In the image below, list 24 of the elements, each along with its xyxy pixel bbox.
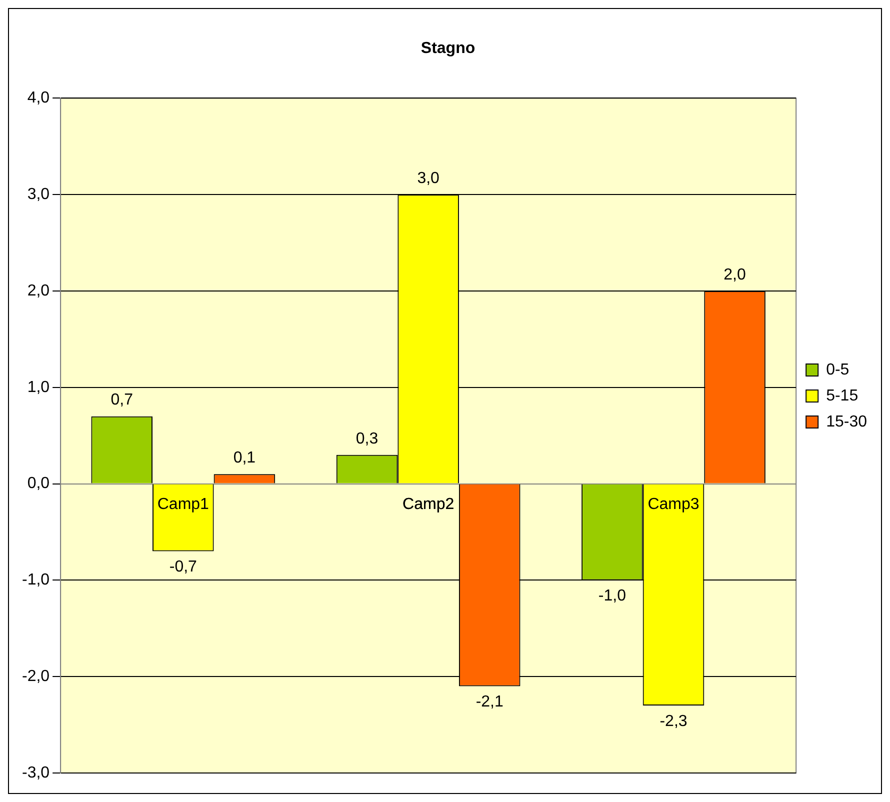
data-label: -2,3 xyxy=(660,712,688,730)
data-label: 0,1 xyxy=(233,450,256,467)
y-tick-label: 0,0 xyxy=(27,475,50,492)
data-label: -1,0 xyxy=(598,588,626,605)
data-label: 3,0 xyxy=(417,170,440,188)
data-label: 0,3 xyxy=(356,430,378,448)
y-tick-label: -1,0 xyxy=(22,572,50,589)
data-label: 2,0 xyxy=(724,266,746,284)
y-tick-label: 1,0 xyxy=(27,378,50,396)
y-tick-label: 4,0 xyxy=(27,90,50,107)
y-tick-label: -3,0 xyxy=(22,764,50,782)
data-label: 0,7 xyxy=(110,392,134,409)
x-tick-label: Camp3 xyxy=(648,496,700,513)
y-tick-label: 3,0 xyxy=(27,186,50,204)
x-tick-label: Camp2 xyxy=(402,496,454,513)
x-tick-label: Camp1 xyxy=(157,496,210,513)
y-tick-label: 2,0 xyxy=(27,282,50,300)
chart-title: Stagno xyxy=(420,40,476,58)
data-label: -0,7 xyxy=(169,558,198,576)
data-label: -2,1 xyxy=(476,694,504,711)
legend-label: 15-30 xyxy=(826,413,868,430)
y-tick-label: -2,0 xyxy=(22,668,50,686)
legend-label: 0-5 xyxy=(826,361,850,378)
legend-label: 5-15 xyxy=(826,387,858,404)
